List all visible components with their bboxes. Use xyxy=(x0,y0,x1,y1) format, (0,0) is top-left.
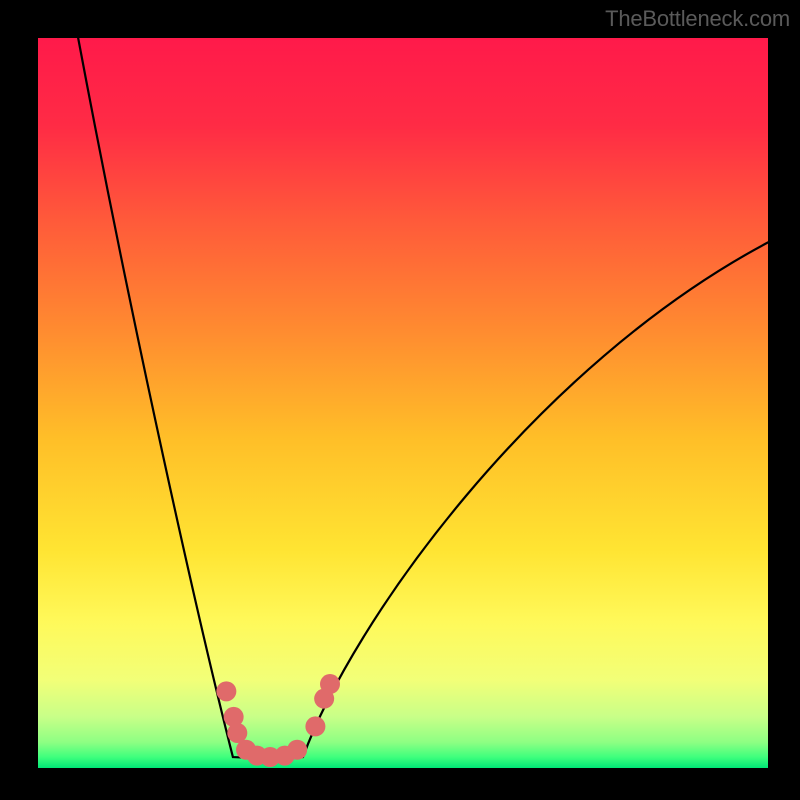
curve-marker xyxy=(320,674,340,694)
curve-marker xyxy=(305,716,325,736)
curve-marker xyxy=(287,740,307,760)
curve-marker xyxy=(216,681,236,701)
v-curve-line xyxy=(78,38,768,758)
chart-svg xyxy=(38,38,768,768)
watermark-text: TheBottleneck.com xyxy=(605,6,790,32)
marker-group xyxy=(216,674,340,767)
chart-inner xyxy=(38,38,768,768)
chart-plot-area xyxy=(38,38,768,768)
